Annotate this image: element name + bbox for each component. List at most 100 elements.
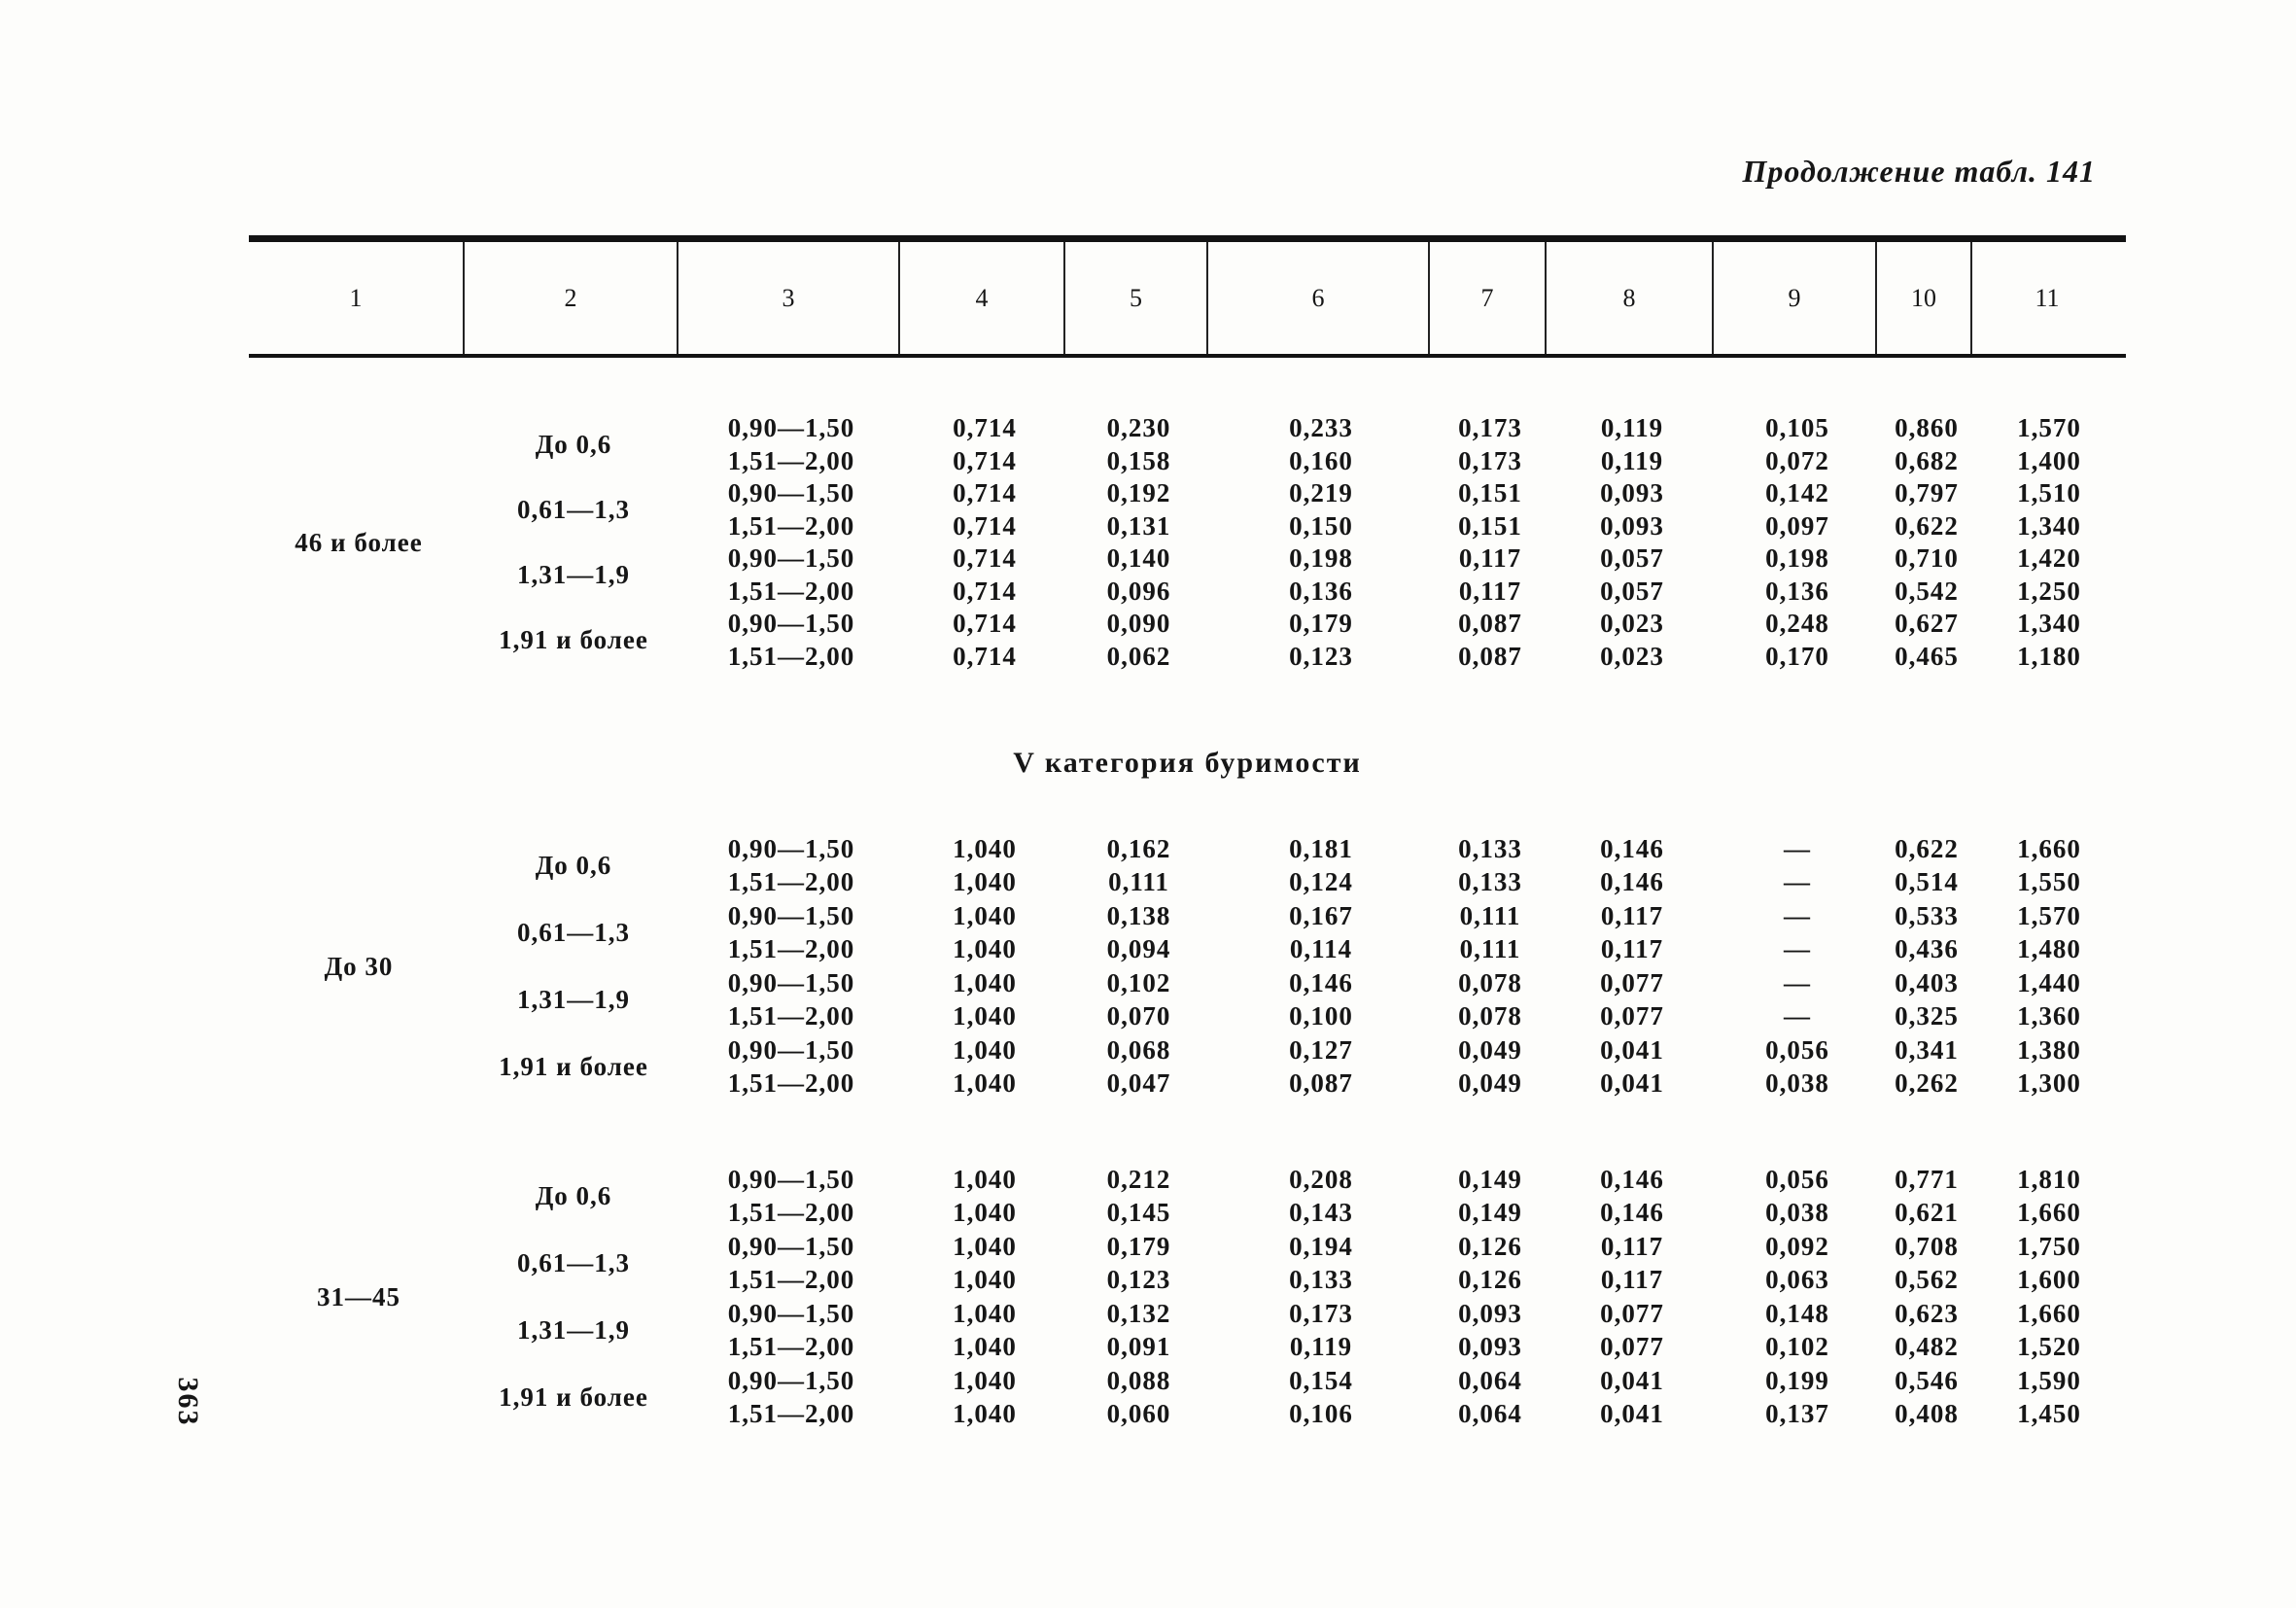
value-cell: 0,136	[1289, 576, 1353, 606]
value-cell: 0,136	[1765, 576, 1829, 606]
value-cell: 0,623	[1895, 1298, 1959, 1328]
value-cell: 0,436	[1895, 934, 1959, 964]
interval-cell: 0,90—1,50	[727, 1164, 855, 1194]
value-cell: 0,714	[953, 413, 1017, 443]
value-cell: 0,105	[1765, 413, 1829, 443]
value-cell: 0,149	[1458, 1164, 1522, 1194]
value-cell: 1,520	[2017, 1332, 2081, 1362]
value-cell: 0,093	[1600, 510, 1664, 541]
value-cell: 0,199	[1765, 1365, 1829, 1395]
col2-range-label: 1,31—1,9	[517, 1315, 630, 1345]
value-cell: 0,063	[1765, 1265, 1829, 1295]
value-cell: 0,041	[1600, 1034, 1664, 1065]
value-cell: 0,117	[1600, 1265, 1664, 1295]
value-cell: 0,038	[1765, 1198, 1829, 1228]
value-cell: 1,040	[953, 1231, 1017, 1261]
interval-cell: 1,51—2,00	[727, 867, 855, 897]
interval-cell: 1,51—2,00	[727, 641, 855, 671]
interval-cell: 0,90—1,50	[727, 1365, 855, 1395]
value-cell: 0,133	[1458, 833, 1522, 863]
value-cell: 0,056	[1765, 1034, 1829, 1065]
col1-category-label: До 30	[324, 951, 394, 981]
value-cell: 0,047	[1106, 1068, 1171, 1099]
value-cell: 0,140	[1106, 543, 1171, 574]
value-cell: 0,208	[1289, 1164, 1353, 1194]
value-cell: 0,124	[1289, 867, 1353, 897]
value-cell: 0,181	[1289, 833, 1353, 863]
value-cell: —	[1784, 1001, 1811, 1031]
value-cell: 0,714	[953, 609, 1017, 639]
interval-cell: 0,90—1,50	[727, 900, 855, 930]
value-cell: 0,041	[1600, 1365, 1664, 1395]
value-cell: 0,179	[1106, 1231, 1171, 1261]
value-cell: 0,023	[1600, 609, 1664, 639]
value-cell: 0,126	[1458, 1265, 1522, 1295]
value-cell: 0,114	[1289, 934, 1353, 964]
value-cell: 0,708	[1895, 1231, 1959, 1261]
value-cell: 0,194	[1289, 1231, 1353, 1261]
value-cell: 0,714	[953, 478, 1017, 508]
value-cell: 1,510	[2017, 478, 2081, 508]
value-cell: 0,627	[1895, 609, 1959, 639]
value-cell: 0,192	[1106, 478, 1171, 508]
value-cell: 0,102	[1106, 967, 1171, 997]
value-cell: 0,092	[1765, 1231, 1829, 1261]
value-cell: 1,590	[2017, 1365, 2081, 1395]
table-header-row: 1 2 3 4 5 6 7 8 9 10 11	[249, 235, 2126, 358]
column-number-header: 4	[900, 242, 1065, 354]
value-cell: 0,097	[1765, 510, 1829, 541]
value-cell: 0,514	[1895, 867, 1959, 897]
value-cell: 0,078	[1458, 1001, 1522, 1031]
value-cell: 0,087	[1458, 609, 1522, 639]
value-cell: 0,160	[1289, 445, 1353, 475]
value-cell: 1,040	[953, 1034, 1017, 1065]
col2-range-label: 1,91 и более	[499, 1052, 648, 1081]
column-number-header: 3	[678, 242, 900, 354]
value-cell: 0,023	[1600, 641, 1664, 671]
value-cell: 1,660	[2017, 833, 2081, 863]
value-cell: 0,212	[1106, 1164, 1171, 1194]
value-cell: 0,542	[1895, 576, 1959, 606]
value-cell: 0,622	[1895, 833, 1959, 863]
interval-cell: 1,51—2,00	[727, 510, 855, 541]
value-cell: 0,060	[1106, 1399, 1171, 1429]
value-cell: 0,146	[1600, 833, 1664, 863]
value-cell: 0,131	[1106, 510, 1171, 541]
interval-cell: 1,51—2,00	[727, 445, 855, 475]
value-cell: 0,093	[1458, 1332, 1522, 1362]
value-cell: 0,860	[1895, 413, 1959, 443]
value-cell: 0,151	[1458, 478, 1522, 508]
value-cell: 1,340	[2017, 510, 2081, 541]
value-cell: 0,146	[1600, 1198, 1664, 1228]
col2-range-label: До 0,6	[535, 430, 612, 459]
column-number-header: 11	[2035, 283, 2060, 312]
value-cell: 0,179	[1289, 609, 1353, 639]
value-cell: 0,622	[1895, 510, 1959, 541]
value-cell: 0,094	[1106, 934, 1171, 964]
interval-cell: 1,51—2,00	[727, 1001, 855, 1031]
interval-cell: 0,90—1,50	[727, 413, 855, 443]
value-cell: 1,550	[2017, 867, 2081, 897]
value-cell: 0,049	[1458, 1068, 1522, 1099]
interval-cell: 1,51—2,00	[727, 1399, 855, 1429]
value-cell: 0,146	[1600, 1164, 1664, 1194]
interval-cell: 0,90—1,50	[727, 543, 855, 574]
value-cell: —	[1784, 900, 1811, 930]
value-cell: 0,533	[1895, 900, 1959, 930]
value-cell: 1,300	[2017, 1068, 2081, 1099]
value-cell: 0,117	[1458, 543, 1522, 574]
value-cell: 0,145	[1106, 1198, 1171, 1228]
value-cell: 1,040	[953, 934, 1017, 964]
interval-cell: 0,90—1,50	[727, 1231, 855, 1261]
value-cell: 0,465	[1895, 641, 1959, 671]
page-number: 363	[172, 1377, 204, 1427]
interval-cell: 0,90—1,50	[727, 1298, 855, 1328]
value-cell: 1,040	[953, 1198, 1017, 1228]
value-cell: 0,123	[1106, 1265, 1171, 1295]
column-number-header: 9	[1714, 242, 1877, 354]
value-cell: 0,100	[1289, 1001, 1353, 1031]
value-cell: 1,440	[2017, 967, 2081, 997]
value-cell: 1,040	[953, 1068, 1017, 1099]
value-cell: 0,403	[1895, 967, 1959, 997]
drillability-category-header: V категория буримости	[1013, 747, 1362, 779]
